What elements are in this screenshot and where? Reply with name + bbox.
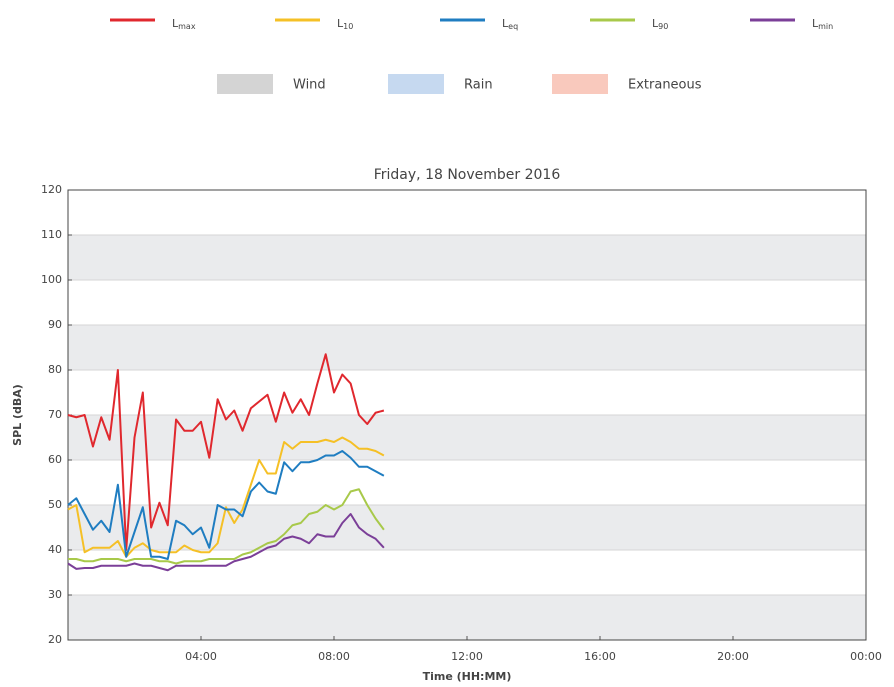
legend-key-label: Wind <box>293 78 326 93</box>
legend-key-swatch <box>388 74 444 94</box>
series-line <box>68 488 385 565</box>
y-tick-label: 30 <box>48 588 62 601</box>
y-tick-label: 60 <box>48 453 62 466</box>
grid-band <box>68 595 866 640</box>
y-tick-label: 80 <box>48 363 62 376</box>
grid-band <box>68 415 866 460</box>
legend-label: Lmin <box>812 17 833 31</box>
x-tick-label: 08:00 <box>318 650 350 663</box>
x-tick-label: 16:00 <box>584 650 616 663</box>
legend-key-swatch <box>217 74 273 94</box>
legend-label: L90 <box>652 17 668 31</box>
legend-label-main: L <box>172 17 179 30</box>
legend-label-sub: max <box>178 22 196 31</box>
grid-band <box>68 235 866 280</box>
y-tick-label: 20 <box>48 633 62 646</box>
legend-key-swatch <box>552 74 608 94</box>
legend-label-sub: min <box>818 22 833 31</box>
y-tick-label: 50 <box>48 498 62 511</box>
legend-label-main: L <box>812 17 819 30</box>
x-tick-label: 12:00 <box>451 650 483 663</box>
y-tick-label: 90 <box>48 318 62 331</box>
legend-label: L10 <box>337 17 353 31</box>
legend-label-sub: 10 <box>343 22 353 31</box>
y-tick-label: 110 <box>41 228 62 241</box>
legend-label-main: L <box>652 17 659 30</box>
chart-title: Friday, 18 November 2016 <box>374 167 561 183</box>
y-tick-label: 120 <box>41 183 62 196</box>
legend-label-main: L <box>337 17 344 30</box>
y-tick-label: 100 <box>41 273 62 286</box>
legend-label: Leq <box>502 17 518 31</box>
legend-key-label: Rain <box>464 78 493 93</box>
x-tick-label: 20:00 <box>717 650 749 663</box>
legend-label: Lmax <box>172 17 196 31</box>
x-tick-label: 00:00 <box>850 650 882 663</box>
series-line <box>67 513 385 572</box>
legend-label-sub: 90 <box>658 22 668 31</box>
legend-label-main: L <box>502 17 509 30</box>
y-axis-label: SPL (dBA) <box>11 384 24 446</box>
grid-band <box>68 325 866 370</box>
series-line <box>67 450 385 560</box>
y-tick-label: 40 <box>48 543 62 556</box>
x-tick-label: 04:00 <box>185 650 217 663</box>
series-line <box>67 353 385 551</box>
legend-label-sub: eq <box>508 22 518 31</box>
x-axis-label: Time (HH:MM) <box>423 670 512 683</box>
y-tick-label: 70 <box>48 408 62 421</box>
series-line <box>67 436 385 558</box>
legend-key-label: Extraneous <box>628 78 702 93</box>
